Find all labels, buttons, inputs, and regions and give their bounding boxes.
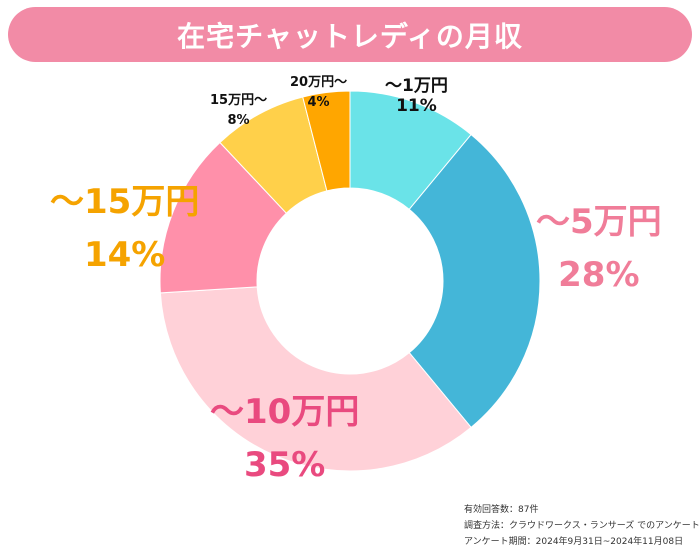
slice-value-label: 35% [243,444,326,485]
slice-label-1: ～5万円 28% [536,202,662,296]
slice-category-label: 20万円～ [290,75,348,90]
slice-label-2: ～10万円 35% [210,392,359,486]
slice-value-label: 14% [83,234,166,275]
slice-category-label: 15万円～ [210,93,268,108]
slice-label-3: ～15万円 14% [50,182,199,276]
footnote-period: アンケート期間：2024年9月31日~2024年11月08日 [464,537,684,547]
donut-slice-2 [159,286,472,472]
donut-slice-5 [302,90,351,192]
footnote-responses: 有効回答数：87件 [464,505,539,515]
slice-category-label: ～10万円 [210,392,360,432]
slice-value-label: 28% [558,254,640,295]
slice-value-label: 8% [227,112,250,128]
slice-category-label: ～1万円 [385,76,448,96]
slice-label-5: 20万円～ 4% [290,75,347,110]
slice-value-label: 11% [396,96,437,117]
slice-category-label: ～5万円 [536,202,662,242]
slice-label-4: 15万円～ 8% [210,93,267,128]
donut-slice-1 [408,133,541,429]
footnote: 有効回答数：87件 調査方法：クラウドワークス・ランサーズ でのアンケート アン… [464,502,700,550]
chart-title: 在宅チャットレディの月収 [177,19,523,53]
slice-value-label: 4% [307,94,330,110]
slice-label-0: ～1万円 11% [385,76,448,117]
title-banner: 在宅チャットレディの月収 [8,7,692,62]
slice-category-label: ～15万円 [50,182,200,222]
footnote-method: 調査方法：クラウドワークス・ランサーズ でのアンケート [464,521,700,531]
